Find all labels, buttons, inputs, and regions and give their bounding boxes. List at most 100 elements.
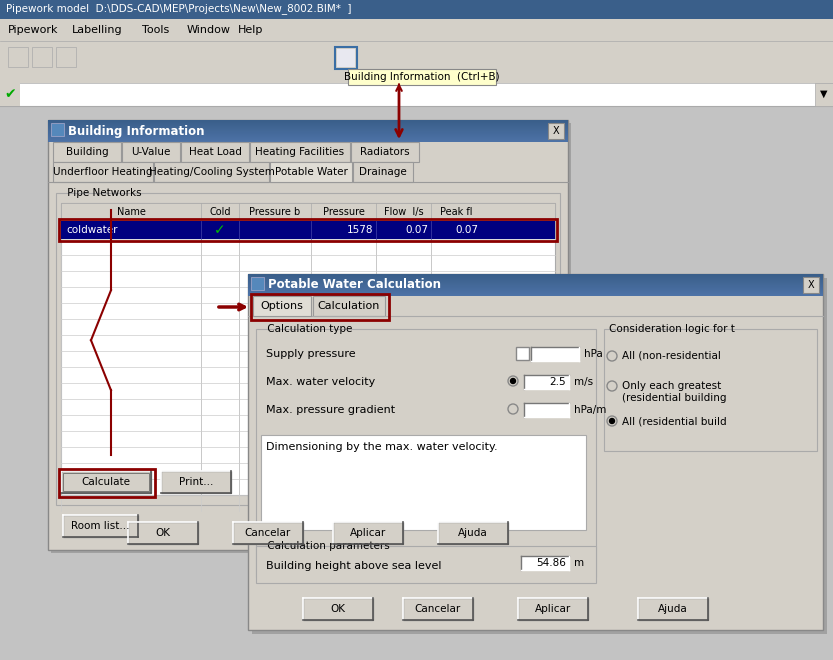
Text: Cancelar: Cancelar	[415, 604, 461, 614]
Text: 0.07: 0.07	[455, 225, 478, 235]
Bar	[56, 193, 560, 505]
Bar	[248, 292, 823, 293]
Bar	[48, 133, 568, 134]
Text: Flow  l/s: Flow l/s	[384, 207, 423, 217]
Bar	[438, 522, 508, 544]
Bar	[61, 471, 151, 493]
Bar	[403, 598, 473, 620]
Text: X: X	[552, 126, 559, 136]
Bar	[233, 522, 303, 544]
Circle shape	[610, 418, 615, 424]
Bar	[303, 598, 373, 620]
Bar	[48, 141, 568, 142]
Text: Building Information  (Ctrl+B): Building Information (Ctrl+B)	[344, 72, 500, 82]
Text: Ajuda: Ajuda	[658, 604, 688, 614]
Bar	[248, 279, 823, 280]
Bar	[59, 219, 557, 241]
Bar	[353, 162, 413, 182]
Text: Pipe Networks: Pipe Networks	[64, 188, 145, 198]
Bar	[48, 140, 568, 141]
Bar	[248, 275, 823, 276]
Text: ▼: ▼	[821, 89, 828, 99]
Text: 1578: 1578	[347, 225, 373, 235]
Bar	[248, 294, 823, 295]
Text: OK: OK	[156, 528, 171, 538]
Bar	[48, 120, 568, 121]
Text: (residential building: (residential building	[622, 393, 726, 403]
Bar	[251, 294, 389, 320]
Bar	[48, 134, 568, 135]
Bar	[521, 556, 569, 570]
Bar	[333, 522, 403, 544]
Text: Calculation type: Calculation type	[264, 324, 356, 334]
Bar	[248, 284, 823, 285]
Text: Building: Building	[66, 147, 108, 157]
Text: Aplicar: Aplicar	[350, 528, 387, 538]
Text: Consideration logic for t: Consideration logic for t	[609, 324, 735, 334]
Bar	[248, 290, 823, 291]
Text: X: X	[808, 280, 815, 290]
Bar	[48, 123, 568, 124]
Text: coldwater: coldwater	[66, 225, 117, 235]
Bar	[248, 276, 823, 277]
Text: Room list...: Room list...	[72, 521, 130, 531]
Text: Max. water velocity: Max. water velocity	[266, 377, 375, 387]
Text: ✓: ✓	[214, 223, 226, 237]
Bar	[248, 281, 823, 282]
Text: hPa: hPa	[584, 349, 603, 359]
Bar	[335, 47, 357, 69]
Bar	[248, 274, 823, 630]
Bar	[638, 598, 708, 620]
Text: Peak fl: Peak fl	[440, 207, 472, 217]
Bar	[8, 47, 28, 67]
Bar	[248, 291, 823, 292]
Text: Supply pressure: Supply pressure	[266, 349, 356, 359]
Bar	[51, 123, 64, 136]
Text: OK: OK	[331, 604, 346, 614]
Text: Potable Water: Potable Water	[275, 167, 347, 177]
Bar	[154, 162, 269, 182]
Bar	[0, 83, 20, 106]
Bar	[0, 0, 833, 19]
Text: Cancelar: Cancelar	[245, 528, 291, 538]
Bar	[248, 289, 823, 290]
Bar	[48, 125, 568, 126]
Bar	[248, 293, 823, 294]
Bar	[48, 126, 568, 127]
Bar	[518, 598, 588, 620]
Bar	[524, 375, 569, 389]
Text: Name: Name	[117, 207, 146, 217]
Text: Pipework: Pipework	[8, 25, 58, 35]
Text: Cold: Cold	[209, 207, 231, 217]
Text: Print...: Print...	[179, 477, 213, 487]
Bar	[348, 69, 496, 85]
Bar	[270, 162, 352, 182]
Bar	[548, 123, 564, 139]
Text: Calculation parameters: Calculation parameters	[264, 541, 393, 551]
Bar	[48, 128, 568, 129]
Bar	[128, 522, 198, 544]
Text: All (non-residential: All (non-residential	[622, 351, 721, 361]
Bar	[261, 435, 586, 530]
Bar	[59, 469, 155, 497]
Bar	[56, 47, 76, 67]
Text: Window: Window	[187, 25, 231, 35]
Text: m/s: m/s	[574, 377, 593, 387]
Bar	[48, 130, 568, 131]
Bar	[516, 347, 529, 360]
Bar	[252, 278, 827, 634]
Bar	[815, 83, 833, 106]
Bar	[0, 19, 833, 41]
Bar	[48, 138, 568, 139]
Bar	[161, 471, 231, 493]
Bar	[61, 221, 555, 239]
Text: 54.86: 54.86	[536, 558, 566, 568]
Bar	[48, 132, 568, 133]
Text: Labelling: Labelling	[72, 25, 122, 35]
Bar	[248, 283, 823, 284]
Bar	[0, 41, 833, 83]
Bar	[248, 277, 823, 278]
Bar	[48, 124, 568, 125]
Text: Ajuda: Ajuda	[458, 528, 488, 538]
Text: Dimensioning by the max. water velocity.: Dimensioning by the max. water velocity.	[266, 442, 497, 452]
